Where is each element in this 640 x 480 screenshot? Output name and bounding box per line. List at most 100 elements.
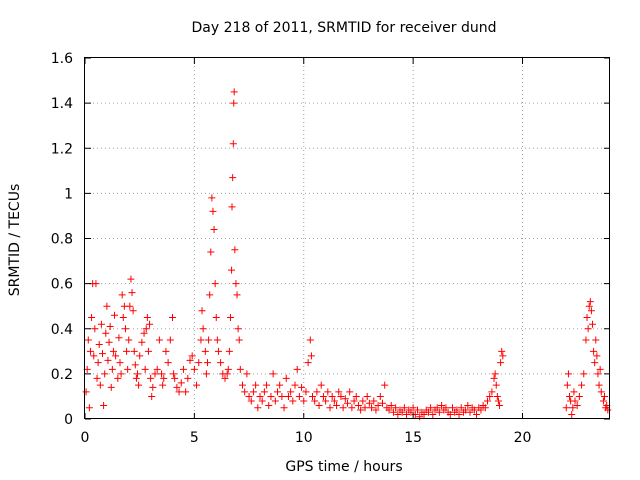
data-point xyxy=(592,336,600,344)
data-point xyxy=(350,397,358,405)
data-point xyxy=(82,388,90,396)
data-point xyxy=(328,392,336,400)
data-point xyxy=(269,370,277,378)
x-tick-label: 5 xyxy=(190,430,199,446)
data-point xyxy=(217,359,225,367)
data-point xyxy=(114,374,122,382)
data-point xyxy=(302,388,310,396)
data-point xyxy=(211,280,219,288)
data-point xyxy=(282,374,290,382)
data-point xyxy=(381,381,389,389)
data-point xyxy=(95,341,103,349)
x-axis-label: GPS time / hours xyxy=(285,459,402,475)
data-point xyxy=(590,347,598,355)
data-point xyxy=(235,336,243,344)
data-point xyxy=(339,404,347,412)
data-point xyxy=(229,174,237,182)
data-point xyxy=(477,406,485,414)
data-point xyxy=(190,365,198,373)
data-point xyxy=(236,365,244,373)
data-point xyxy=(204,359,211,367)
data-point xyxy=(124,365,132,373)
data-point xyxy=(131,361,139,369)
data-point xyxy=(179,365,187,373)
grid-lines xyxy=(85,58,610,419)
data-point xyxy=(142,325,150,333)
data-point xyxy=(429,410,437,418)
data-point xyxy=(256,392,264,400)
data-point xyxy=(164,359,172,367)
data-point xyxy=(570,388,578,396)
data-point xyxy=(357,406,365,414)
data-point xyxy=(109,347,117,355)
data-point xyxy=(379,399,386,407)
data-point xyxy=(563,381,571,389)
data-point xyxy=(99,350,106,358)
data-point xyxy=(121,325,129,333)
data-point xyxy=(265,401,273,409)
data-point xyxy=(313,388,321,396)
data-point xyxy=(260,388,268,396)
y-tick-label: 0 xyxy=(64,412,73,428)
data-point xyxy=(392,404,400,412)
data-point xyxy=(188,352,196,360)
data-point xyxy=(221,374,229,382)
data-point xyxy=(416,413,424,421)
data-point xyxy=(239,381,246,389)
data-point xyxy=(201,347,209,355)
data-point xyxy=(144,347,152,355)
data-point xyxy=(291,381,299,389)
data-point xyxy=(182,388,190,396)
data-point xyxy=(566,392,574,400)
data-point xyxy=(197,336,205,344)
data-point xyxy=(442,404,450,412)
data-point xyxy=(496,401,504,409)
data-point xyxy=(184,374,192,382)
data-point xyxy=(578,381,586,389)
data-point xyxy=(166,336,174,344)
data-point xyxy=(368,404,376,412)
data-point xyxy=(473,410,481,418)
data-point xyxy=(587,307,595,315)
data-point xyxy=(409,404,417,412)
y-tick-label: 0.6 xyxy=(51,277,73,293)
data-point xyxy=(352,392,360,400)
data-point xyxy=(593,352,601,360)
axis-ticks: 0 0.2 0.4 0.6 0.8 1 1.2 1.4 1.6 0 5 10 15 20 xyxy=(51,51,610,446)
data-point xyxy=(324,388,332,396)
data-point xyxy=(363,392,371,400)
y-tick-label: 1.6 xyxy=(51,51,73,67)
data-point xyxy=(230,88,238,96)
data-point xyxy=(153,365,161,373)
data-point xyxy=(209,207,217,215)
data-point xyxy=(492,381,500,389)
data-point xyxy=(594,370,602,378)
data-point xyxy=(252,381,260,389)
data-point xyxy=(233,291,241,299)
data-point xyxy=(104,356,112,364)
data-point xyxy=(148,392,156,400)
data-point xyxy=(319,392,327,400)
data-point xyxy=(354,401,362,409)
data-point xyxy=(245,392,253,400)
data-point xyxy=(414,406,421,414)
data-point xyxy=(247,397,255,405)
data-point xyxy=(138,338,146,346)
data-point xyxy=(491,370,499,378)
data-point xyxy=(147,374,155,382)
data-point xyxy=(374,401,382,409)
data-point xyxy=(129,307,137,315)
data-point xyxy=(171,374,179,382)
data-point xyxy=(604,406,612,414)
data-point xyxy=(208,194,216,202)
y-tick-label: 1 xyxy=(64,186,73,202)
data-point xyxy=(263,381,271,389)
data-point xyxy=(92,280,100,288)
data-point xyxy=(90,352,98,360)
data-point xyxy=(462,406,470,414)
data-point xyxy=(280,404,288,412)
data-point xyxy=(143,313,151,321)
data-point xyxy=(341,395,349,403)
data-point xyxy=(585,302,593,310)
data-point xyxy=(564,370,572,378)
